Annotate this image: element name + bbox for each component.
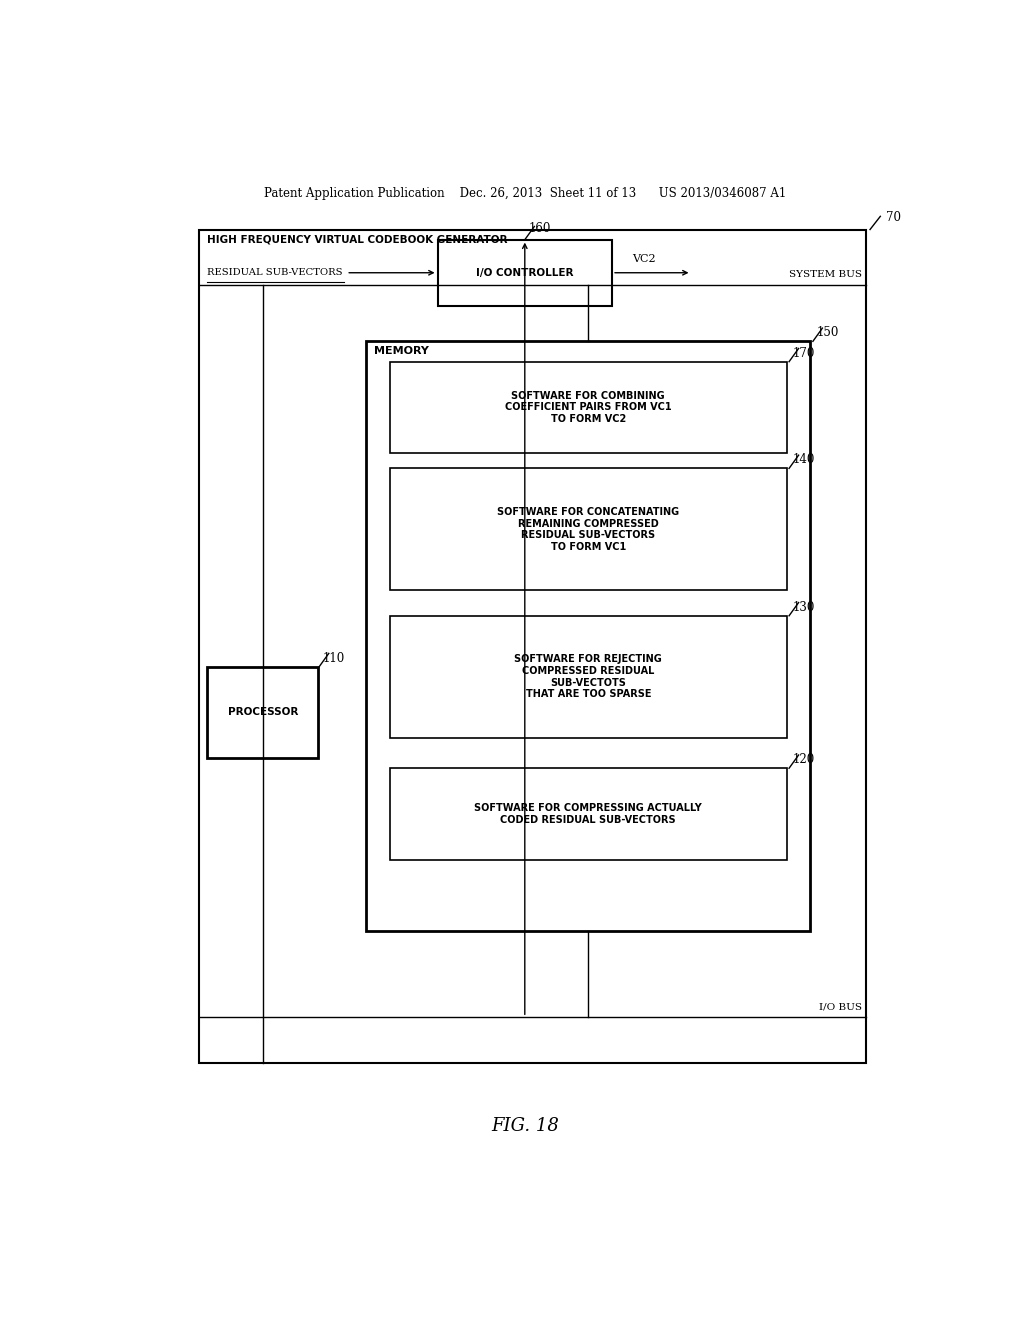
FancyBboxPatch shape <box>390 768 786 859</box>
Text: SOFTWARE FOR CONCATENATING
REMAINING COMPRESSED
RESIDUAL SUB-VECTORS
TO FORM VC1: SOFTWARE FOR CONCATENATING REMAINING COM… <box>498 507 679 552</box>
FancyBboxPatch shape <box>367 342 811 931</box>
Text: SYSTEM BUS: SYSTEM BUS <box>790 271 862 280</box>
Text: PROCESSOR: PROCESSOR <box>227 708 298 717</box>
Text: RESIDUAL SUB-VECTORS: RESIDUAL SUB-VECTORS <box>207 268 343 277</box>
FancyBboxPatch shape <box>207 667 318 758</box>
Text: I/O BUS: I/O BUS <box>819 1002 862 1011</box>
FancyBboxPatch shape <box>437 240 612 306</box>
Text: HIGH FREQUENCY VIRTUAL CODEBOOK GENERATOR: HIGH FREQUENCY VIRTUAL CODEBOOK GENERATO… <box>207 235 508 244</box>
Text: Patent Application Publication    Dec. 26, 2013  Sheet 11 of 13      US 2013/034: Patent Application Publication Dec. 26, … <box>263 187 786 201</box>
Text: SOFTWARE FOR COMBINING
COEFFICIENT PAIRS FROM VC1
TO FORM VC2: SOFTWARE FOR COMBINING COEFFICIENT PAIRS… <box>505 391 672 424</box>
Text: 170: 170 <box>793 347 815 359</box>
Text: 110: 110 <box>323 652 345 664</box>
Text: FIG. 18: FIG. 18 <box>490 1117 559 1135</box>
Text: SOFTWARE FOR REJECTING
COMPRESSED RESIDUAL
SUB-VECTOTS
THAT ARE TOO SPARSE: SOFTWARE FOR REJECTING COMPRESSED RESIDU… <box>514 655 663 700</box>
Text: SOFTWARE FOR COMPRESSING ACTUALLY
CODED RESIDUAL SUB-VECTORS: SOFTWARE FOR COMPRESSING ACTUALLY CODED … <box>474 803 702 825</box>
Text: 140: 140 <box>793 453 815 466</box>
FancyBboxPatch shape <box>200 230 866 1063</box>
Text: 120: 120 <box>793 754 815 766</box>
FancyBboxPatch shape <box>390 615 786 738</box>
Text: 70: 70 <box>886 211 901 224</box>
FancyBboxPatch shape <box>390 469 786 590</box>
Text: VC2: VC2 <box>632 253 655 264</box>
Text: 150: 150 <box>817 326 840 339</box>
Text: 160: 160 <box>528 222 551 235</box>
Text: 130: 130 <box>793 601 815 614</box>
Text: MEMORY: MEMORY <box>374 346 429 356</box>
FancyBboxPatch shape <box>390 362 786 453</box>
Text: I/O CONTROLLER: I/O CONTROLLER <box>476 268 573 277</box>
